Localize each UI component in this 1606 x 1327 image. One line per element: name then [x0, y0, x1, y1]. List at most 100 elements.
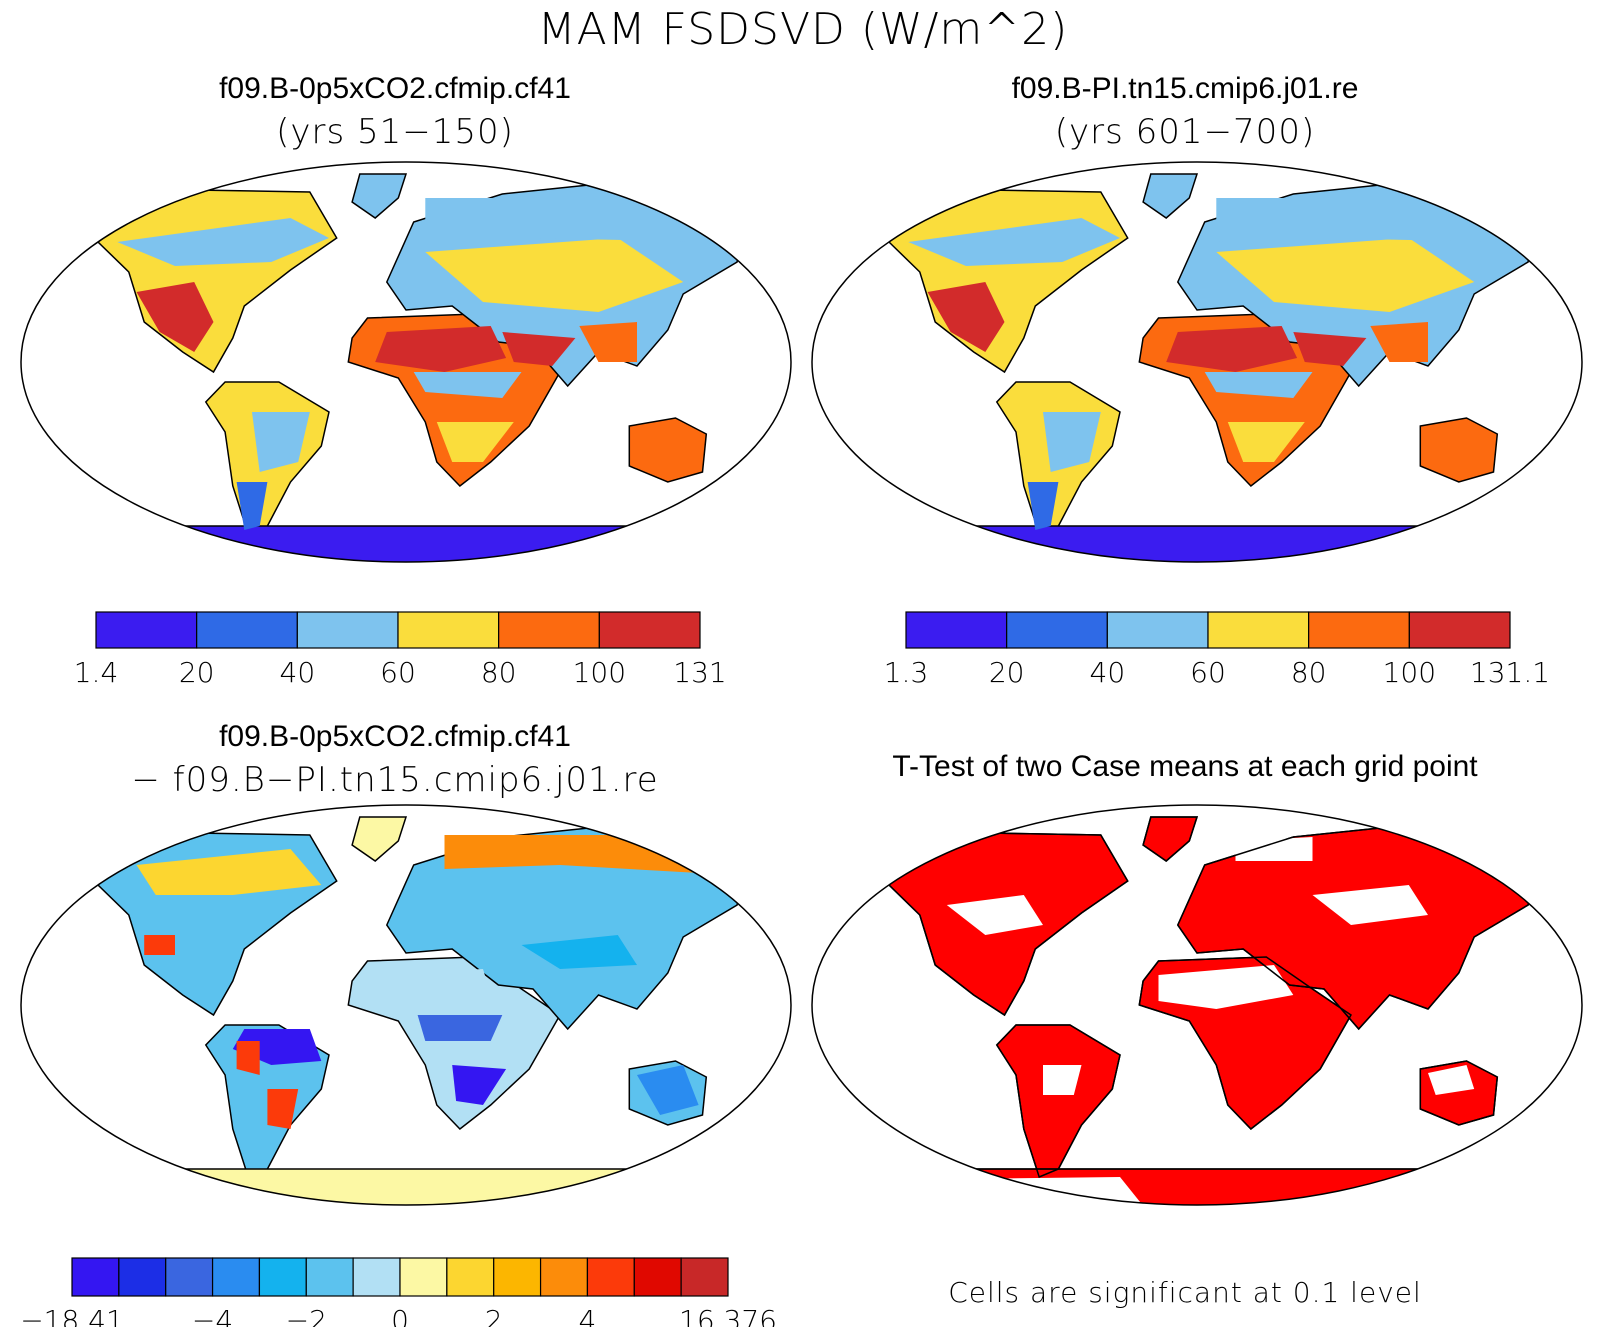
field-patch — [413, 372, 522, 398]
land-greenland — [351, 173, 408, 219]
map-panel-1 — [21, 173, 791, 562]
nonsignificant-patch — [1428, 1065, 1475, 1095]
colorbar-tick-label: 40 — [280, 656, 316, 689]
colorbar-tick-label: −18.41 — [20, 1304, 124, 1327]
field-patch — [417, 1015, 503, 1041]
colorbar-box — [305, 1257, 354, 1297]
field-patch — [521, 935, 637, 969]
colorbar-box — [71, 1257, 120, 1297]
land-antarctica — [21, 525, 791, 562]
land-africa — [347, 956, 561, 1131]
field-patch — [1216, 238, 1475, 312]
colorbar-box — [1408, 611, 1511, 649]
field-patch — [236, 1041, 260, 1075]
coastline-greenland — [1142, 816, 1199, 862]
field-patch — [136, 849, 322, 895]
map-frame-1 — [20, 161, 792, 563]
colorbar-box — [1207, 611, 1310, 649]
colorbar-panel-2: 1.3 20 40 60 80 100 131.1 — [884, 611, 1550, 689]
field-patch — [436, 422, 514, 462]
coastline-eurasia — [1176, 824, 1537, 1031]
panel4-title: T-Test of two Case means at each grid po… — [892, 750, 1478, 783]
colorbar-tick-label: 20 — [989, 656, 1025, 689]
map-frame-3 — [20, 804, 792, 1206]
colorbar-tick-label: 60 — [1190, 656, 1226, 689]
map-panel-4 — [812, 816, 1582, 1205]
field-patch — [375, 326, 507, 372]
land-northAmerica — [89, 189, 338, 374]
panel3-title: f09.B-0p5xCO2.cfmip.cf41 — [219, 720, 571, 753]
colorbar-box — [165, 1257, 214, 1297]
coastline-africa — [1138, 956, 1352, 1131]
nonsignificant-patch — [1043, 1065, 1082, 1095]
map-frame-4 — [811, 804, 1583, 1206]
nonsignificant-patch — [1158, 965, 1294, 1009]
colorbar-box — [1006, 611, 1108, 649]
colorbar-box — [598, 611, 701, 649]
panel2-title: f09.B-PI.tn15.cmip6.j01.re — [1011, 72, 1359, 105]
land-antarctica — [812, 525, 1582, 562]
land-antarctica — [812, 1168, 1582, 1205]
land-greenland — [1142, 816, 1199, 862]
coastline-australia — [1419, 1060, 1499, 1126]
colorbar-box — [196, 611, 298, 649]
colorbar-tick-label: 16.376 — [679, 1304, 777, 1327]
land-antarctica — [21, 1168, 791, 1205]
colorbar-tick-label: 2 — [485, 1304, 503, 1327]
colorbar-tick-label: 0 — [391, 1304, 409, 1327]
significance-note: Cells are significant at 0.1 level — [948, 1276, 1422, 1309]
colorbar-tick-label: −4 — [192, 1304, 233, 1327]
colorbar-box — [118, 1257, 167, 1297]
colorbar-tick-label: 20 — [179, 656, 215, 689]
colorbar-box — [905, 611, 1008, 649]
field-patch — [144, 935, 175, 955]
field-patch — [637, 1065, 699, 1115]
panel1-subtitle: (yrs 51−150) — [276, 112, 514, 152]
colorbar-box — [633, 1257, 682, 1297]
colorbar-tick-label: 80 — [1291, 656, 1327, 689]
field-patch — [136, 282, 214, 352]
colorbar-tick-label: 80 — [481, 656, 517, 689]
field-patch — [1043, 412, 1101, 472]
land-eurasia — [385, 824, 746, 1031]
nonsignificant-patch — [946, 895, 1043, 935]
colorbar-tick-label: 131 — [673, 656, 726, 689]
land-australia — [628, 417, 708, 483]
land-greenland — [351, 816, 408, 862]
colorbar-box — [1106, 611, 1209, 649]
field-patch — [367, 969, 491, 1001]
field-patch — [502, 332, 576, 366]
colorbar-box — [399, 1257, 448, 1297]
field-patch — [1370, 322, 1428, 362]
colorbar-tick-label: 40 — [1090, 656, 1126, 689]
field-patch — [1166, 326, 1298, 372]
colorbar-tick-label: 60 — [380, 656, 416, 689]
colorbar-box — [296, 611, 399, 649]
panel1-title: f09.B-0p5xCO2.cfmip.cf41 — [219, 72, 571, 105]
field-patch — [117, 218, 329, 266]
panel2-subtitle: (yrs 601−700) — [1054, 112, 1316, 152]
colorbar-tick-label: 1.4 — [74, 656, 119, 689]
field-patch — [927, 282, 1005, 352]
field-patch — [908, 218, 1120, 266]
colorbar-box — [446, 1257, 495, 1297]
nonsignificant-patch — [1235, 837, 1313, 861]
colorbar-box — [493, 1257, 542, 1297]
colorbar-tick-label: −2 — [286, 1304, 327, 1327]
colorbar-tick-label: 100 — [1383, 656, 1436, 689]
colorbar-box — [1308, 611, 1410, 649]
field-patch — [1027, 482, 1059, 530]
field-patch — [1227, 422, 1305, 462]
colorbar-tick-label: 131.1 — [1470, 656, 1550, 689]
field-patch — [1216, 198, 1513, 242]
colorbar-tick-label: 4 — [579, 1304, 597, 1327]
colorbar-box — [680, 1257, 729, 1297]
map-panel-2 — [812, 173, 1582, 562]
field-patch — [579, 322, 637, 362]
land-greenland — [1142, 173, 1199, 219]
field-patch — [267, 1089, 299, 1129]
field-patch — [452, 1065, 507, 1105]
colorbar-box — [211, 1257, 261, 1297]
land-northAmerica — [880, 189, 1129, 374]
